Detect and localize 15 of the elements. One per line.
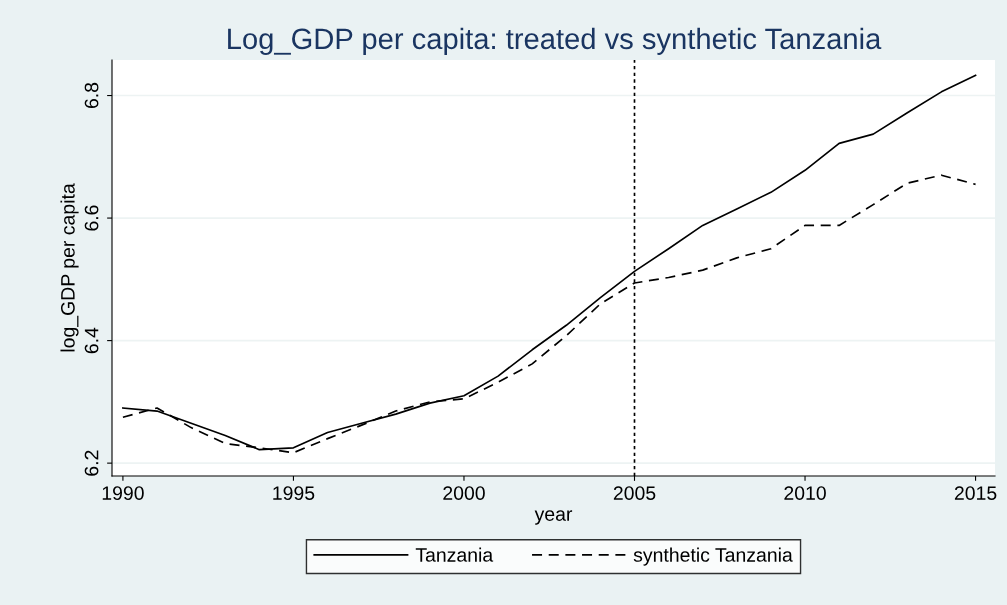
x-tick-label: 2000 bbox=[443, 486, 485, 500]
x-axis-title: year bbox=[534, 510, 573, 525]
y-axis-title: log_GDP per capita bbox=[60, 183, 79, 352]
x-tick-label: 2015 bbox=[954, 486, 997, 500]
y-tick-label: 6.8 bbox=[84, 82, 99, 109]
x-tick-label: 2010 bbox=[784, 486, 826, 500]
y-tick-label: 6.2 bbox=[84, 450, 99, 476]
x-tick-label: 1990 bbox=[102, 486, 144, 500]
x-tick-label: 1995 bbox=[273, 486, 315, 500]
x-tick-label: 2005 bbox=[613, 486, 656, 500]
legend-label: Tanzania bbox=[415, 547, 494, 562]
y-tick-label: 6.4 bbox=[84, 327, 99, 354]
legend-label: synthetic Tanzania bbox=[633, 547, 793, 566]
chart-title: Log_GDP per capita: treated vs synthetic Tanzania bbox=[228, 27, 882, 55]
y-tick-label: 6.6 bbox=[84, 205, 99, 231]
